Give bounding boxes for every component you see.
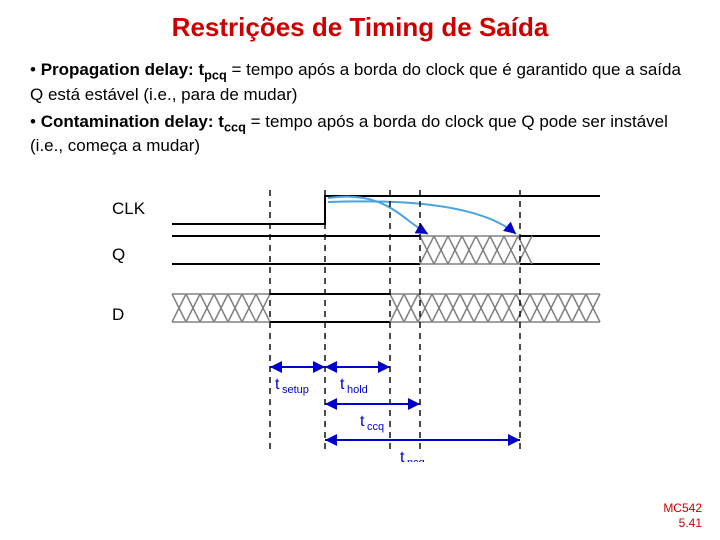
svg-text:t: t: [360, 413, 365, 430]
bullet-item: Propagation delay: tpcq = tempo após a b…: [30, 59, 690, 107]
timing-diagram: CLKQDtsetuptholdtccqtpcq: [100, 172, 620, 462]
svg-text:t: t: [400, 449, 405, 462]
svg-text:D: D: [112, 305, 124, 324]
footer-course: MC542: [663, 501, 702, 515]
svg-text:CLK: CLK: [112, 199, 146, 218]
svg-text:setup: setup: [282, 384, 309, 396]
bullet-list: Propagation delay: tpcq = tempo após a b…: [0, 43, 720, 166]
svg-text:ccq: ccq: [367, 421, 384, 433]
svg-text:t: t: [340, 376, 345, 393]
svg-text:pcq: pcq: [407, 457, 425, 462]
svg-text:Q: Q: [112, 245, 125, 264]
svg-text:hold: hold: [347, 384, 368, 396]
bullet-item: Contamination delay: tccq = tempo após a…: [30, 111, 690, 159]
svg-text:t: t: [275, 376, 280, 393]
page-title: Restrições de Timing de Saída: [0, 0, 720, 43]
footer-page: 5.41: [663, 516, 702, 530]
slide-footer: MC542 5.41: [663, 501, 702, 530]
